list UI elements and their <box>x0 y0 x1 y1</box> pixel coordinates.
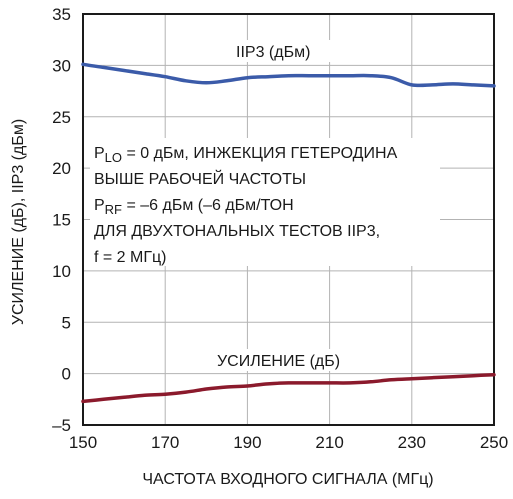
annotation-line: f = 2 МГц) <box>94 249 167 266</box>
x-axis-label: ЧАСТОТА ВХОДНОГО СИГНАЛА (МГц) <box>142 471 433 488</box>
gain-label-bg <box>212 349 360 371</box>
annotation-bg <box>90 138 440 266</box>
y-tick-label: 15 <box>52 211 71 230</box>
x-tick-label: 210 <box>315 433 343 452</box>
x-tick-label: 190 <box>233 433 261 452</box>
iip3-label-bg <box>232 40 332 62</box>
y-tick-label: 0 <box>62 365 71 384</box>
y-tick-labels: –5 0 5 10 15 20 25 30 35 <box>52 5 71 435</box>
gain-line <box>81 372 496 404</box>
x-tick-label: 250 <box>480 433 508 452</box>
conditions-annotation: PLO = 0 дБм, ИНЖЕКЦИЯ ГЕТЕРОДИНА ВЫШЕ РАБ… <box>94 145 398 266</box>
y-tick-label: 35 <box>52 5 71 24</box>
y-tick-label: 10 <box>52 262 71 281</box>
annotation-line: ВЫШЕ РАБОЧЕЙ ЧАСТОТЫ <box>94 169 306 188</box>
x-tick-label: 170 <box>151 433 179 452</box>
gain-series-label: УСИЛЕНИЕ (дБ) <box>217 353 340 370</box>
y-tick-label: 30 <box>52 56 71 75</box>
x-tick-labels: 150 170 190 210 230 250 <box>69 433 508 452</box>
annotation-line: PRF = –6 дБм (–6 дБм/ТОН <box>94 197 294 217</box>
y-tick-label: 5 <box>62 313 71 332</box>
x-tick-label: 230 <box>398 433 426 452</box>
x-tick-label: 150 <box>69 433 97 452</box>
y-tick-label: –5 <box>52 416 71 435</box>
annotation-line: PLO = 0 дБм, ИНЖЕКЦИЯ ГЕТЕРОДИНА <box>94 145 398 165</box>
iip3-line <box>81 62 496 88</box>
y-tick-label: 20 <box>52 159 71 178</box>
y-axis-label: УСИЛЕНИЕ (дБ), IIP3 (дБм) <box>10 119 27 325</box>
y-tick-label: 25 <box>52 108 71 127</box>
plot-frame <box>82 13 495 426</box>
annotation-line: ДЛЯ ДВУХТОНАЛЬНЫХ ТЕСТОВ IIP3, <box>94 223 380 240</box>
series-lines <box>81 62 496 404</box>
iip3-series-label: IIP3 (дБм) <box>236 44 310 61</box>
